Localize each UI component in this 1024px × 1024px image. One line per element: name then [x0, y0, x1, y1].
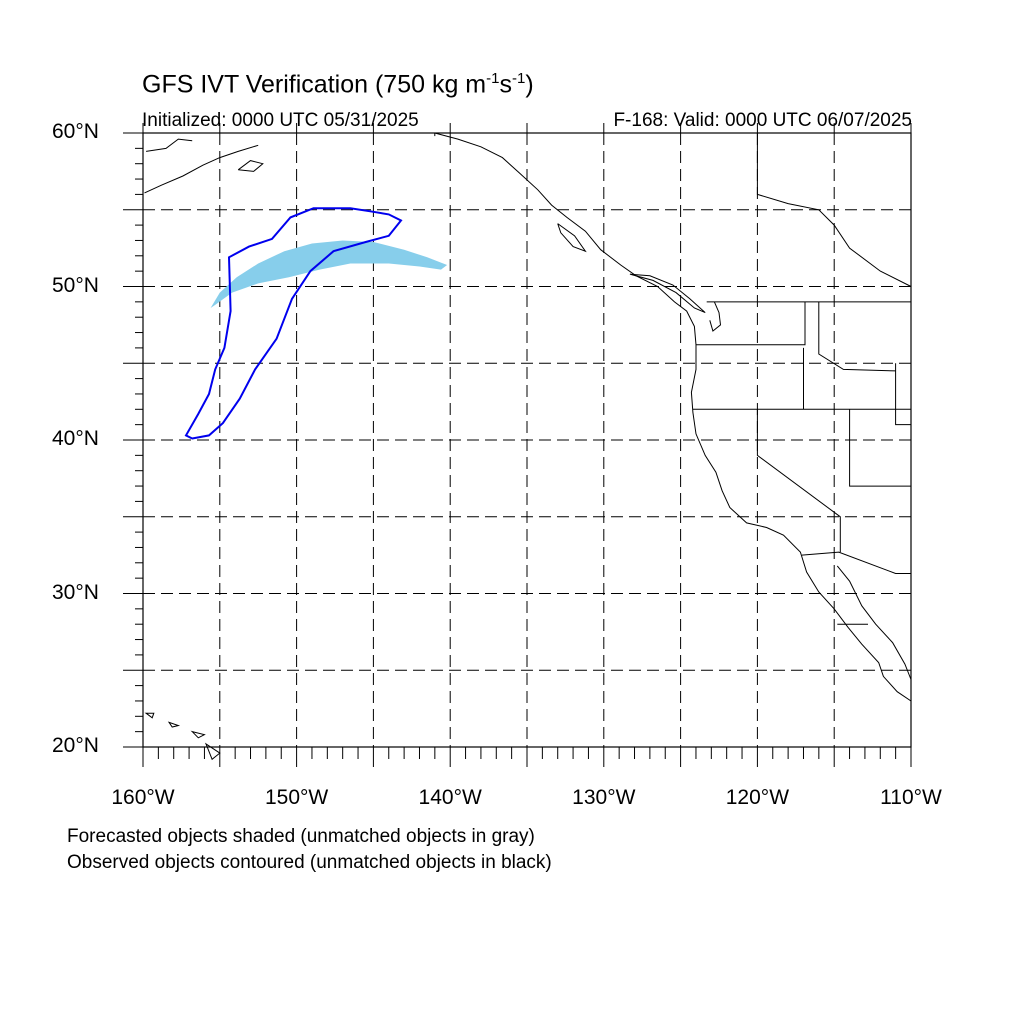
political-border: [756, 409, 841, 553]
political-border: [818, 301, 896, 372]
initialized-time: Initialized: 0000 UTC 05/31/2025: [142, 110, 419, 131]
political-border: [849, 409, 911, 487]
lat-label: 50°N: [52, 273, 99, 297]
political-border: [756, 133, 912, 287]
coastline: [144, 144, 259, 194]
coastline: [629, 273, 706, 314]
legend-note-observed: Observed objects contoured (unmatched ob…: [67, 852, 552, 873]
political-border: [895, 363, 911, 426]
coastline: [237, 160, 264, 172]
lat-label: 30°N: [52, 580, 99, 604]
lat-label: 60°N: [52, 120, 99, 143]
island-outline: [144, 712, 155, 719]
island-outline: [204, 742, 221, 761]
chart-title: GFS IVT Verification (750 kg m-1s-1): [142, 70, 534, 99]
political-border: [801, 551, 911, 574]
valid-time: F-168: Valid: 0000 UTC 06/07/2025: [613, 110, 912, 131]
axis-ticks: [123, 123, 912, 767]
gridlines: [143, 133, 911, 747]
coastline: [434, 132, 912, 702]
legend-note-forecast: Forecasted objects shaded (unmatched obj…: [67, 826, 535, 847]
forecast-object-shaded: [210, 240, 448, 308]
lon-label: 140°W: [418, 786, 482, 809]
lon-label: 130°W: [572, 786, 636, 809]
map-frame: [142, 132, 912, 748]
coastline: [836, 565, 912, 680]
coastline: [146, 138, 193, 152]
lat-label: 20°N: [52, 734, 99, 757]
lon-label: 160°W: [111, 786, 175, 809]
island-outline: [167, 721, 181, 728]
lat-label: 40°N: [52, 427, 99, 450]
coastline: [557, 223, 587, 253]
island-outline: [190, 730, 206, 739]
political-border: [696, 301, 806, 346]
lon-label: 110°W: [880, 786, 942, 809]
lon-label: 120°W: [725, 786, 790, 809]
observed-object-contour: [184, 207, 403, 440]
coastline: [709, 301, 722, 332]
coastlines-and-borders: [144, 132, 912, 761]
lon-label: 150°W: [264, 786, 329, 809]
